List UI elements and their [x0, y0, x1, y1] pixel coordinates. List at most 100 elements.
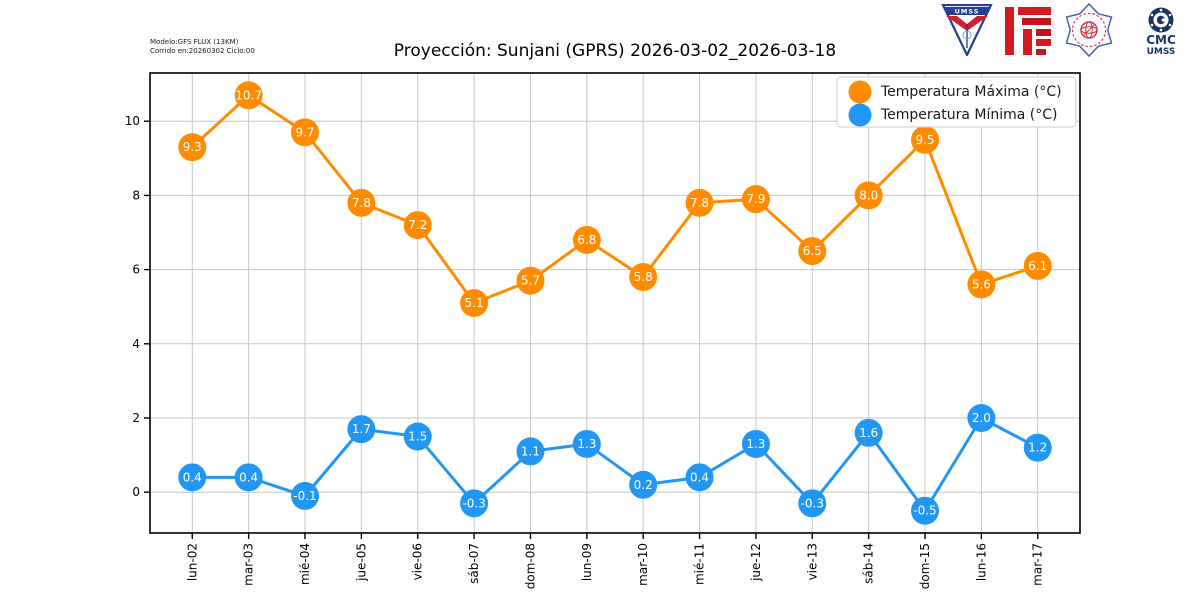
model-name-line: Modelo:GFS FLUX (13KM): [150, 38, 239, 46]
model-run-info: Modelo:GFS FLUX (13KM) Corrido en:202603…: [150, 38, 255, 55]
x-tick-label: dom-08: [523, 543, 537, 589]
umss-pennant-graphic: UMSS: [941, 4, 993, 56]
data-point-label: 0.2: [634, 478, 653, 492]
seal-globe-meridian: [1085, 21, 1093, 39]
data-point-label: 5.6: [972, 277, 991, 291]
data-point-label: 7.8: [690, 196, 709, 210]
series-line: [192, 416, 1039, 513]
seal-globe-axis: [1082, 23, 1096, 37]
data-point-label: 1.5: [408, 430, 427, 444]
data-point-marker: [911, 125, 939, 154]
data-point-label: 5.1: [465, 296, 484, 310]
x-tick-label: lun-09: [580, 543, 594, 581]
data-point-marker: [1023, 251, 1052, 280]
data-point-label: -0.3: [462, 496, 485, 510]
umss-pennant-logo: UMSS: [941, 4, 993, 56]
data-point-label: 6.1: [1028, 259, 1047, 273]
data-point-label: 7.8: [352, 196, 371, 210]
data-point-label: 0.4: [239, 470, 258, 484]
fcyt-bar: [1022, 18, 1051, 25]
cmc-graphic: CMC UMSS: [1146, 7, 1176, 56]
data-point-label: 1.7: [352, 422, 371, 436]
cmc-text-line2: UMSS: [1147, 47, 1176, 56]
data-point-label: 0.4: [690, 470, 709, 484]
x-tick-label: dom-15: [918, 543, 932, 589]
data-point-marker: [291, 118, 319, 147]
fisica-department-seal-logo: [1060, 3, 1118, 57]
fcyt-graphic: [1005, 7, 1051, 55]
y-tick-label: 4: [132, 337, 140, 351]
series-line: [191, 93, 1039, 305]
y-tick-label: 8: [132, 188, 140, 202]
data-point-label: 1.3: [746, 437, 765, 451]
cmc-center-notch: [1161, 18, 1166, 22]
x-tick-label: mié-04: [298, 543, 312, 585]
x-tick-label: jue-12: [749, 543, 763, 582]
data-point-label: 2.0: [972, 411, 991, 425]
data-point-marker: [685, 463, 714, 492]
pennant-band: [945, 7, 989, 15]
pennant-emblem-icon: [962, 30, 972, 40]
data-point-marker: [741, 185, 770, 214]
plot-border: [149, 72, 1081, 534]
y-tick-label: 10: [125, 114, 140, 128]
seal-graphic: [1065, 3, 1113, 57]
data-point-marker: [798, 237, 827, 266]
data-point-marker: [178, 133, 207, 162]
data-point-label: -0.1: [293, 489, 316, 503]
data-point-marker: [516, 266, 545, 295]
data-point-label: 1.2: [1028, 441, 1047, 455]
data-point-marker: [685, 188, 714, 217]
y-tick-label: 6: [132, 263, 140, 277]
data-point-marker: [1023, 433, 1052, 462]
data-point-marker: [347, 188, 376, 217]
fcyt-bar: [1036, 49, 1046, 55]
data-point-label: 5.8: [634, 270, 653, 284]
data-point-marker: [629, 470, 658, 499]
x-tick-label: vie-06: [411, 543, 425, 580]
data-point-marker: [854, 181, 883, 210]
fcyt-logo: [1001, 6, 1055, 56]
data-point-label: -0.3: [801, 496, 824, 510]
legend-label: Temperatura Máxima (°C): [880, 84, 1062, 100]
data-point-label: 9.5: [915, 133, 934, 147]
data-point-marker: [572, 225, 601, 254]
x-tick-label: mar-03: [242, 543, 256, 586]
data-point-label: 10.7: [235, 88, 262, 102]
legend-box: [836, 76, 1077, 128]
data-point-marker: [234, 463, 263, 492]
data-point-label: 1.6: [859, 426, 878, 440]
pennant-text: UMSS: [955, 8, 980, 16]
x-tick-label: vie-13: [805, 543, 819, 580]
data-point-marker: [572, 429, 601, 458]
data-point-label: 9.3: [183, 140, 202, 154]
x-tick-label: lun-02: [185, 543, 199, 581]
cmc-umss-logo: CMC UMSS: [1137, 6, 1185, 56]
data-point-marker: [741, 429, 770, 458]
chart-title: Proyección: Sunjani (GPRS) 2026-03-02_20…: [393, 41, 837, 61]
data-point-marker: [967, 404, 996, 432]
data-point-label: 7.9: [746, 192, 765, 206]
fcyt-bar: [1018, 7, 1051, 15]
data-point-marker: [178, 463, 207, 492]
fcyt-bar: [1036, 29, 1051, 36]
data-point-label: 7.2: [408, 218, 427, 232]
data-point-label: 9.7: [295, 125, 314, 139]
data-point-label: 6.5: [803, 244, 822, 258]
cmc-center-icon: [1156, 15, 1166, 25]
model-run-line: Corrido en:20260302 Ciclo:00: [150, 46, 255, 55]
data-point-marker: [516, 437, 545, 466]
data-point-marker: [234, 81, 263, 110]
seal-globe-parallel: [1080, 26, 1098, 34]
x-tick-label: jue-05: [354, 543, 368, 582]
data-point-label: 1.1: [521, 444, 540, 458]
legend-label: Temperatura Mínima (°C): [880, 107, 1058, 123]
cmc-ring-dots: [1150, 8, 1172, 32]
x-tick-label: lun-16: [974, 543, 988, 581]
data-point-label: 0.4: [183, 470, 202, 484]
data-point-marker: [911, 496, 939, 525]
legend-marker: [848, 80, 872, 104]
data-point-label: -0.5: [913, 504, 936, 518]
x-tick-label: mar-17: [1031, 543, 1045, 586]
